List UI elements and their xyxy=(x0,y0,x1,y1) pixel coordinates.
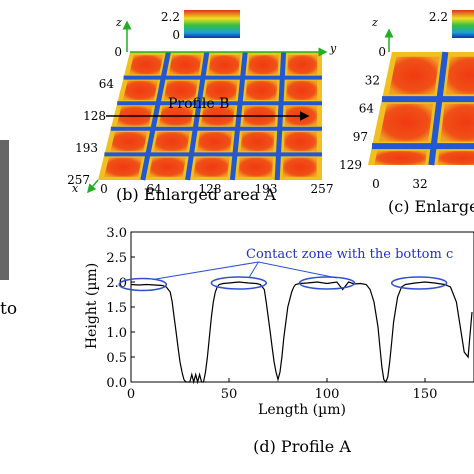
map-cell xyxy=(238,157,274,177)
axis-z-b: z xyxy=(115,16,122,29)
colorbar-b xyxy=(184,10,240,38)
profile-b-label: Profile B xyxy=(168,96,229,112)
tick-label-c-left: 97 xyxy=(353,130,368,144)
panel-b: 2.2 0 z y x 0 64 128 193 257 0 64 128 193 257 Pr… xyxy=(67,10,337,204)
tick-label-b-bottom: 128 xyxy=(199,182,222,196)
colorbar-b-max: 2.2 xyxy=(161,10,180,24)
tick-label-c-left: 0 xyxy=(378,45,386,59)
x-tick-label: 50 xyxy=(221,387,238,402)
tick-label-b-left: 128 xyxy=(83,109,106,123)
surface-map-c xyxy=(368,51,474,166)
contact-zone-annotation: Contact zone with the bottom c xyxy=(246,247,453,262)
map-cell xyxy=(197,131,233,152)
map-cell xyxy=(286,80,318,101)
map-cell xyxy=(204,80,238,101)
map-cell xyxy=(379,103,434,142)
tick-label-b-left: 193 xyxy=(75,141,98,155)
map-cell xyxy=(437,150,474,165)
tick-label-b-bottom: 257 xyxy=(311,182,334,196)
map-cell xyxy=(148,157,186,177)
colorbar-c-max: 2.2 xyxy=(429,10,448,24)
map-cell xyxy=(110,131,148,152)
tick-label-b-left: 257 xyxy=(67,173,90,187)
contact-zone-ellipse xyxy=(210,276,267,290)
tick-label-c-left: 64 xyxy=(359,102,375,116)
y-axis-label: Height (µm) xyxy=(84,263,100,349)
left-fragment-text: to xyxy=(0,299,17,319)
map-cell xyxy=(283,131,317,152)
y-tick-label: 1.5 xyxy=(106,301,127,316)
map-cell xyxy=(374,150,427,165)
colorbar-b-min: 0 xyxy=(172,28,180,42)
tick-label-b-left: 0 xyxy=(114,45,122,59)
map-cell xyxy=(247,55,279,75)
map-cell xyxy=(122,80,158,101)
profile-a-line xyxy=(130,281,473,385)
map-cell xyxy=(287,55,318,75)
annotation-leader-line xyxy=(258,261,338,279)
axis-z-c: z xyxy=(371,16,378,29)
colorbar-c xyxy=(452,10,474,38)
y-tick-label: 2.5 xyxy=(106,251,127,266)
map-cell xyxy=(129,55,164,75)
axis-x-b: x xyxy=(72,182,79,195)
contact-zone-ellipse xyxy=(390,276,448,290)
contact-zone-ellipse xyxy=(298,276,356,290)
tick-label-b-bottom: 64 xyxy=(146,182,162,196)
panel-d: 0.00.51.01.52.02.53.0 0 50 100 150 Height (… xyxy=(84,226,474,456)
map-cell xyxy=(440,103,474,142)
y-tick-label: 0.0 xyxy=(106,376,127,391)
map-cell xyxy=(245,80,278,101)
map-cell xyxy=(168,55,202,75)
caption-b: (b) Enlarged area A xyxy=(116,185,276,204)
tick-label-c-bottom: 0 xyxy=(372,177,380,191)
x-tick-label: 0 xyxy=(127,387,135,402)
tick-label-c-bottom: 32 xyxy=(412,177,427,191)
y-tick-label: 0.5 xyxy=(106,351,127,366)
x-tick-label: 100 xyxy=(315,387,340,402)
tick-label-b-bottom: 0 xyxy=(100,182,108,196)
map-cell xyxy=(163,80,198,101)
x-tick-label: 150 xyxy=(413,387,438,402)
x-axis-label: Length (µm) xyxy=(258,402,346,418)
caption-c: (c) Enlarge xyxy=(388,197,474,216)
map-cell xyxy=(208,55,241,75)
left-panel-fragment xyxy=(0,140,9,280)
map-cell xyxy=(282,157,317,177)
map-cell xyxy=(240,131,275,152)
axis-y-b: y xyxy=(329,42,337,55)
y-tick-label: 1.0 xyxy=(106,326,127,341)
map-cell xyxy=(104,157,143,177)
annotation-leader-line xyxy=(248,261,259,279)
map-cell xyxy=(153,131,190,152)
tick-label-b-left: 64 xyxy=(99,77,115,91)
caption-d: (d) Profile A xyxy=(253,437,351,456)
panel-c: 2.2 z 0 32 64 97 129 0 32 (c) Enlarge xyxy=(339,10,474,216)
tick-label-c-left: 129 xyxy=(339,158,362,172)
tick-label-c-left: 32 xyxy=(365,73,380,87)
map-cell xyxy=(193,157,230,177)
contact-zone-ellipse xyxy=(118,277,168,292)
map-cell xyxy=(445,56,474,95)
tick-label-b-bottom: 193 xyxy=(255,182,278,196)
annotation-leader-line xyxy=(152,261,259,280)
y-tick-label: 3.0 xyxy=(106,226,127,241)
map-cell xyxy=(388,56,440,95)
